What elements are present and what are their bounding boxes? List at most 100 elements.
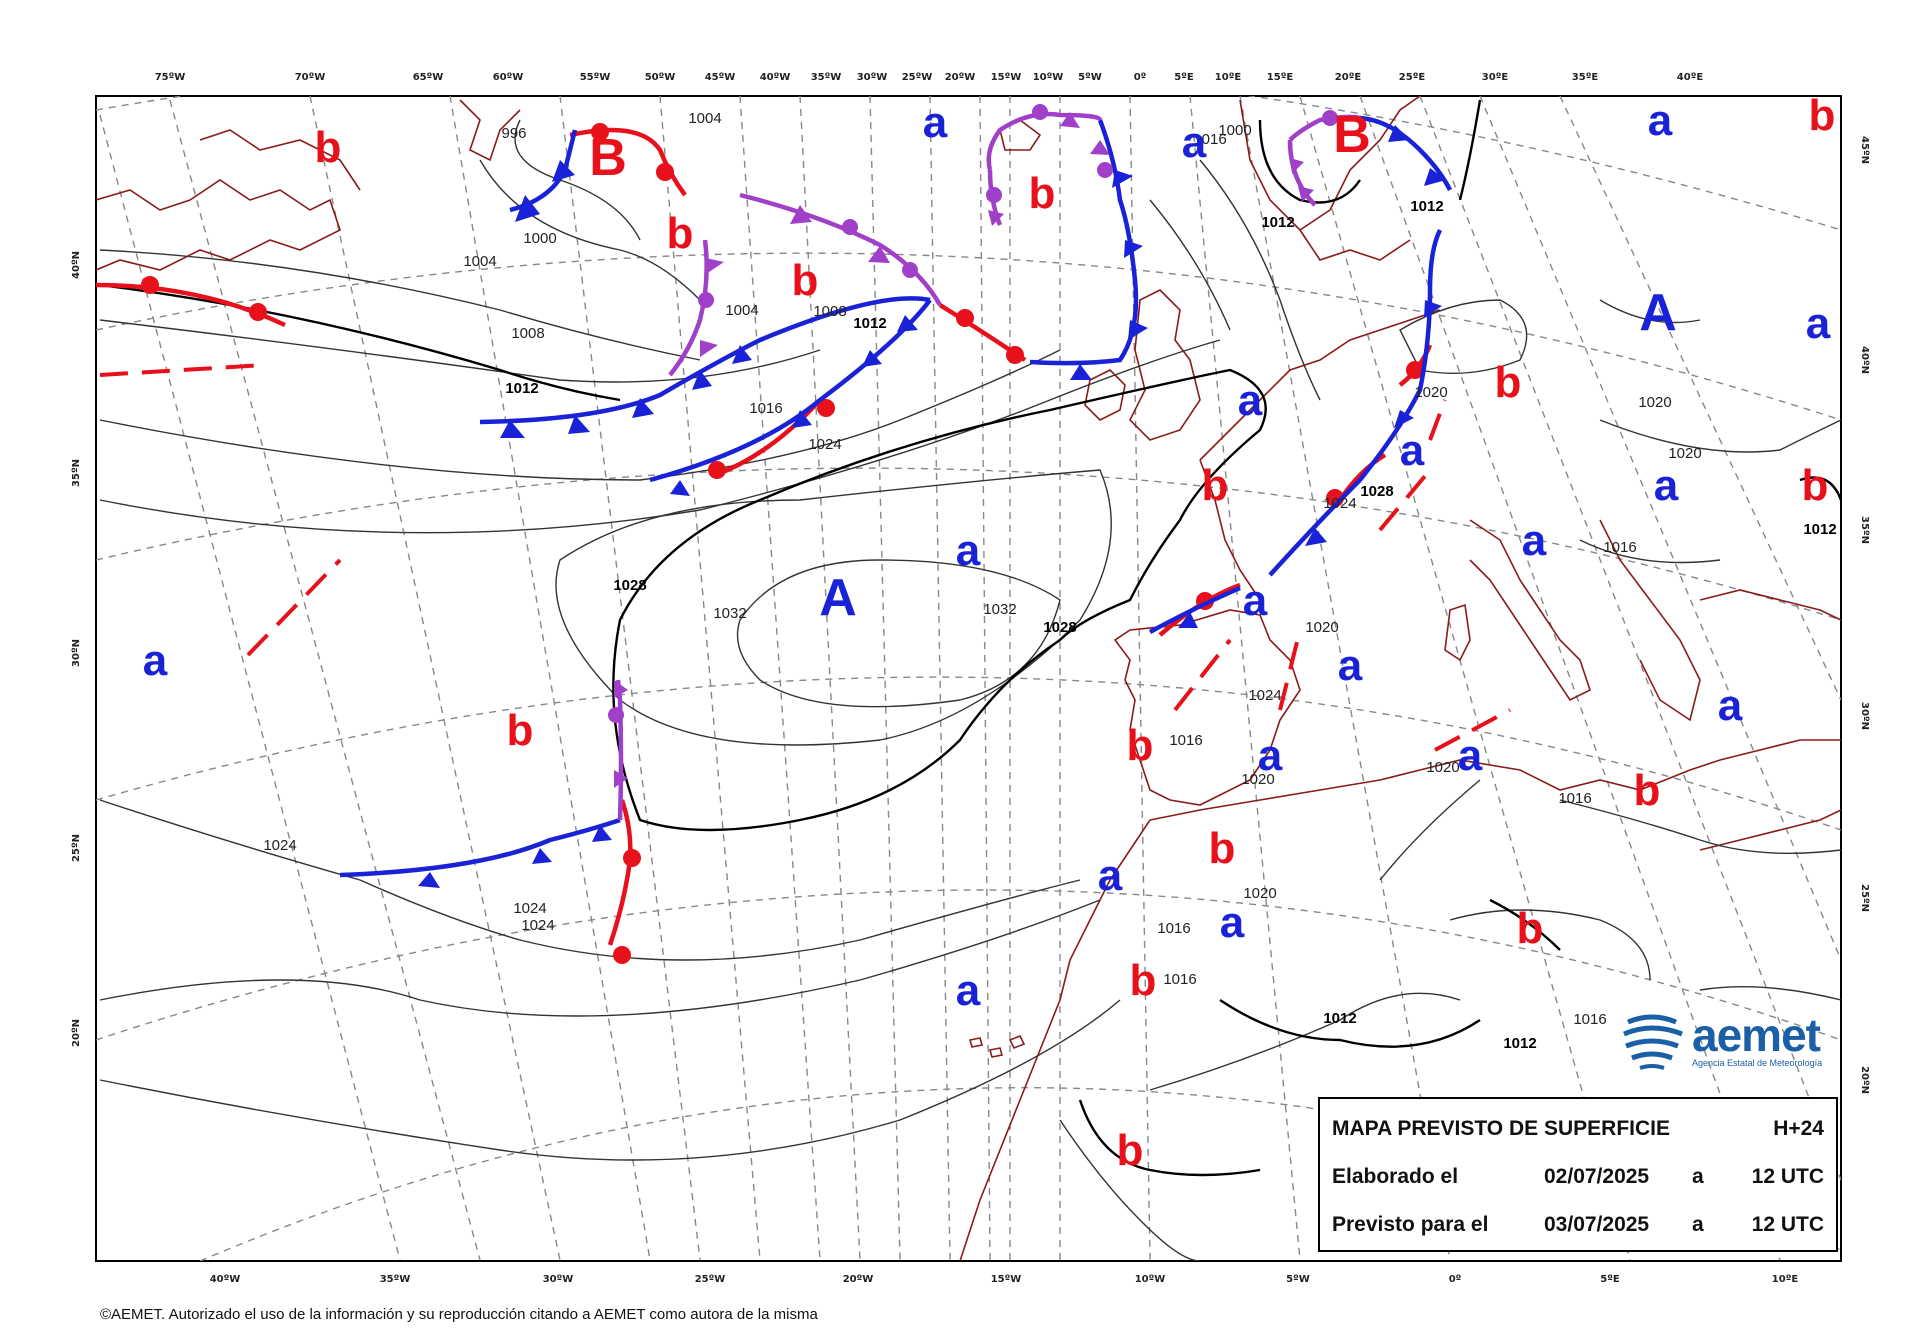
low-pressure-center: b bbox=[1634, 766, 1661, 815]
low-pressure-center: b bbox=[1029, 169, 1056, 218]
right-latitude-tick: 35ºN bbox=[1859, 516, 1870, 544]
isobar-label: 1012 bbox=[853, 315, 886, 332]
isobar-label: 1012 bbox=[505, 380, 538, 397]
cold-front-triangles bbox=[418, 125, 1446, 888]
top-longitude-tick: 0º bbox=[1134, 72, 1147, 83]
isobar-label: 1012 bbox=[1803, 521, 1836, 538]
isobar-label: 996 bbox=[501, 125, 526, 142]
high-pressure-center: a bbox=[1458, 731, 1483, 780]
left-latitude-tick: 30ºN bbox=[71, 639, 82, 667]
high-pressure-center: a bbox=[1182, 118, 1207, 167]
left-latitude-tick: 35ºN bbox=[71, 459, 82, 487]
isobar-label: 1000 bbox=[523, 230, 556, 247]
left-latitude-tick: 20ºN bbox=[71, 1019, 82, 1047]
high-pressure-center: a bbox=[1238, 376, 1263, 425]
aemet-logo-subtitle: Agencia Estatal de Meteorología bbox=[1692, 1058, 1823, 1068]
isobar-label: 1012 bbox=[1323, 1010, 1356, 1027]
top-longitude-tick: 75ºW bbox=[155, 72, 186, 83]
isobar-label: 1024 bbox=[521, 917, 554, 934]
legend-step: H+24 bbox=[1773, 1117, 1824, 1140]
top-longitude-tick: 20ºE bbox=[1335, 72, 1362, 83]
bottom-longitude-tick: 10ºW bbox=[1135, 1274, 1166, 1285]
isobar-label: 1016 bbox=[1558, 790, 1591, 807]
legend-valid-label: Previsto para el bbox=[1332, 1213, 1489, 1236]
top-longitude-tick: 65ºW bbox=[413, 72, 444, 83]
high-pressure-center: a bbox=[956, 966, 981, 1015]
high-pressure-center: a bbox=[143, 636, 168, 685]
left-latitude-tick: 40ºN bbox=[71, 251, 82, 279]
isobar-label: 1020 bbox=[1243, 885, 1276, 902]
bottom-longitude-tick: 30ºW bbox=[543, 1274, 574, 1285]
isobar-label: 1004 bbox=[688, 110, 721, 127]
bottom-longitude-tick: 20ºW bbox=[843, 1274, 874, 1285]
isobar-label: 1020 bbox=[1638, 394, 1671, 411]
isobar-label: 1004 bbox=[725, 302, 758, 319]
isobar-label: 1008 bbox=[511, 325, 544, 342]
high-pressure-center: A bbox=[1639, 284, 1677, 342]
isobar-label: 1012 bbox=[1410, 198, 1443, 215]
copyright-notice: ©AEMET. Autorizado el uso de la informac… bbox=[100, 1306, 818, 1323]
isobar-label: 1024 bbox=[1323, 495, 1356, 512]
legend-valid-time: 12 UTC bbox=[1751, 1213, 1824, 1236]
legend-issued-a: a bbox=[1692, 1165, 1704, 1188]
aemet-logo-icon bbox=[1623, 1014, 1683, 1070]
bottom-longitude-tick: 35ºW bbox=[380, 1274, 411, 1285]
top-longitude-tick: 55ºW bbox=[580, 72, 611, 83]
top-longitude-tick: 25ºW bbox=[902, 72, 933, 83]
isobar-label: 1012 bbox=[1261, 214, 1294, 231]
top-longitude-tick: 35ºE bbox=[1572, 72, 1599, 83]
isobar-label: 1016 bbox=[1157, 920, 1190, 937]
graticule-meridians bbox=[99, 96, 1841, 1261]
low-pressure-center: b bbox=[1127, 721, 1154, 770]
legend-valid-a: a bbox=[1692, 1213, 1704, 1236]
low-pressure-center: b bbox=[315, 123, 342, 172]
low-pressure-center: b bbox=[1802, 461, 1829, 510]
right-latitude-ticks: 45ºN 40ºN 35ºN 30ºN 25ºN 20ºN bbox=[1859, 136, 1870, 1094]
isobar-label: 1020 bbox=[1668, 445, 1701, 462]
aemet-logo-word: aemet bbox=[1692, 1009, 1821, 1061]
low-pressure-center: B bbox=[1333, 106, 1371, 164]
low-pressure-center: B bbox=[589, 129, 627, 187]
isobar-label: 1016 bbox=[1603, 539, 1636, 556]
isobar-label: 1016 bbox=[749, 400, 782, 417]
top-longitude-tick: 20ºW bbox=[945, 72, 976, 83]
top-longitude-tick: 45ºW bbox=[705, 72, 736, 83]
isobar-label: 1024 bbox=[808, 436, 841, 453]
low-pressure-center: b bbox=[507, 706, 534, 755]
low-pressure-center: b bbox=[1209, 824, 1236, 873]
high-pressure-center: a bbox=[1243, 576, 1268, 625]
high-pressure-center: a bbox=[1098, 851, 1123, 900]
top-longitude-tick: 35ºW bbox=[811, 72, 842, 83]
high-pressure-center: a bbox=[1522, 516, 1547, 565]
isobar-label: 1032 bbox=[713, 605, 746, 622]
isobar-label: 1028 bbox=[1360, 483, 1393, 500]
legend-issued-date: 02/07/2025 bbox=[1544, 1165, 1650, 1188]
low-pressure-center: b bbox=[1130, 956, 1157, 1005]
right-latitude-tick: 20ºN bbox=[1859, 1066, 1870, 1094]
high-pressure-center: a bbox=[1400, 426, 1425, 475]
aemet-logo: aemet Agencia Estatal de Meteorología bbox=[1622, 1009, 1844, 1082]
isobars bbox=[99, 119, 1841, 1261]
right-latitude-tick: 40ºN bbox=[1859, 346, 1870, 374]
top-longitude-ticks: 75ºW 70ºW 65ºW 60ºW 55ºW 50ºW 45ºW 40ºW 35ºW 30ºW… bbox=[155, 72, 1704, 83]
bottom-longitude-tick: 5ºE bbox=[1600, 1274, 1620, 1285]
high-pressure-center: A bbox=[819, 569, 857, 627]
isobar-label: 1012 bbox=[1503, 1035, 1536, 1052]
isobar-label: 1020 bbox=[1241, 771, 1274, 788]
top-longitude-tick: 30ºE bbox=[1482, 72, 1509, 83]
legend-title: MAPA PREVISTO DE SUPERFICIE bbox=[1332, 1117, 1670, 1140]
isobar-label: 1016 bbox=[1163, 971, 1196, 988]
legend-issued-time: 12 UTC bbox=[1751, 1165, 1824, 1188]
high-pressure-center: a bbox=[923, 98, 948, 147]
isobar-label: 1016 bbox=[1169, 732, 1202, 749]
isobar-label: 1024 bbox=[1248, 687, 1281, 704]
low-pressure-center: b bbox=[1809, 91, 1836, 140]
occluded-symbols bbox=[608, 104, 1338, 788]
left-latitude-ticks: 40ºN 35ºN 30ºN 25ºN 20ºN bbox=[71, 251, 82, 1047]
top-longitude-tick: 40ºE bbox=[1677, 72, 1704, 83]
bottom-longitude-tick: 10ºE bbox=[1772, 1274, 1799, 1285]
right-latitude-tick: 45ºN bbox=[1859, 136, 1870, 164]
top-longitude-tick: 15ºE bbox=[1267, 72, 1294, 83]
isobar-label: 1028 bbox=[613, 577, 646, 594]
isobar-label: 1004 bbox=[463, 253, 496, 270]
